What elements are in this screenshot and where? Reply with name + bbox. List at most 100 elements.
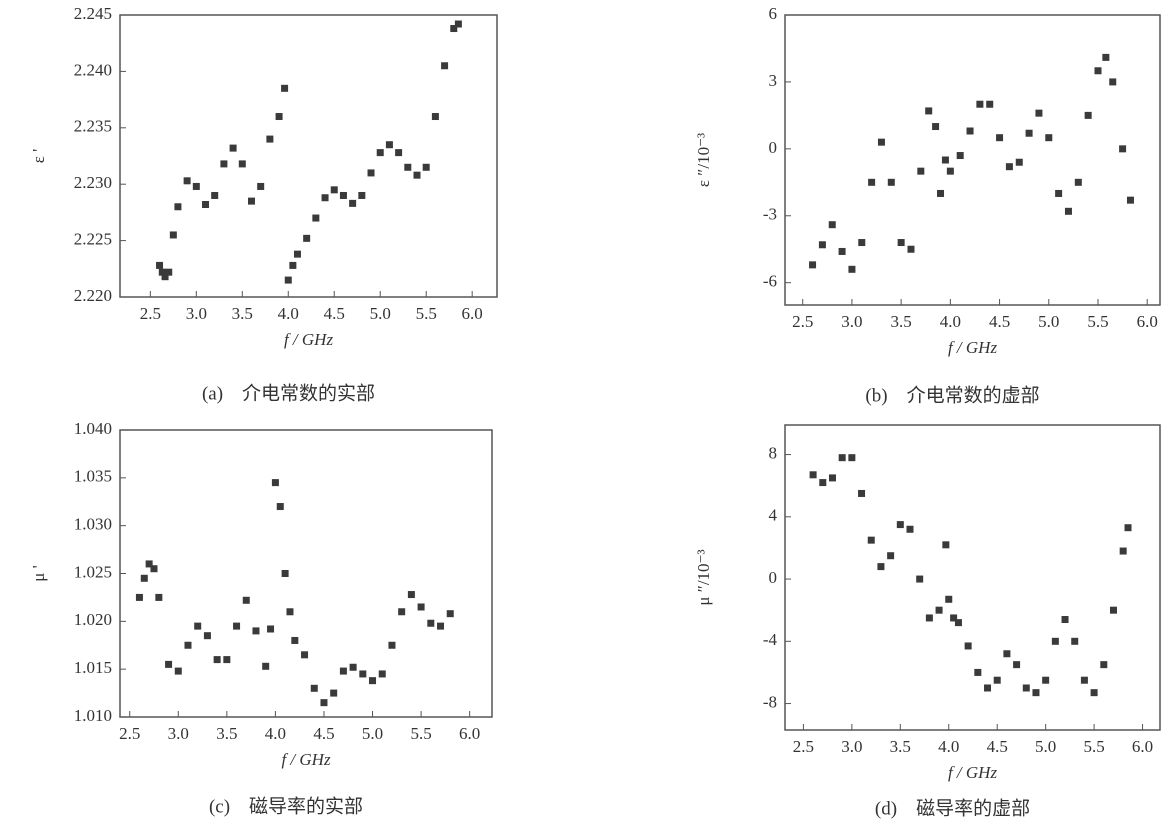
marker: [925, 107, 933, 115]
y-tick-label: 2.245: [74, 4, 112, 23]
marker: [275, 113, 283, 121]
marker: [165, 268, 173, 276]
marker: [941, 156, 949, 164]
marker: [906, 525, 914, 533]
marker: [925, 614, 933, 622]
marker: [135, 593, 143, 601]
marker: [312, 214, 320, 222]
marker: [184, 641, 192, 649]
marker: [1005, 163, 1013, 171]
marker: [1119, 547, 1127, 555]
marker: [1080, 676, 1088, 684]
x-tick-label: 6.0: [1137, 312, 1158, 331]
marker: [1126, 196, 1134, 204]
marker: [1061, 616, 1069, 624]
x-tick-label: 3.0: [168, 724, 189, 743]
marker: [404, 163, 412, 171]
marker: [984, 684, 992, 692]
marker: [229, 144, 237, 152]
y-tick-label: 0: [769, 138, 778, 157]
marker: [140, 574, 148, 582]
marker: [155, 593, 163, 601]
marker: [169, 231, 177, 239]
marker: [1094, 67, 1102, 75]
y-tick-label: 6: [769, 4, 778, 23]
y-tick-label: 4: [769, 506, 778, 525]
marker: [310, 684, 318, 692]
marker: [358, 191, 366, 199]
marker: [349, 199, 357, 207]
marker: [291, 636, 299, 644]
marker: [359, 670, 367, 678]
marker: [942, 541, 950, 549]
marker: [993, 676, 1001, 684]
caption: (d) 磁导率的虚部: [875, 797, 1030, 819]
x-tick-label: 3.0: [841, 737, 862, 756]
y-tick-label: 1.025: [74, 562, 112, 581]
x-tick-label: 3.5: [890, 737, 911, 756]
x-tick-label: 4.0: [938, 737, 959, 756]
marker: [1022, 684, 1030, 692]
x-tick-label: 4.0: [278, 304, 299, 323]
marker: [848, 265, 856, 273]
marker: [964, 642, 972, 650]
x-tick-label: 6.0: [1132, 737, 1153, 756]
marker: [986, 100, 994, 108]
marker: [1064, 207, 1072, 215]
marker: [257, 182, 265, 190]
y-tick-label: 2.220: [74, 286, 112, 305]
marker: [276, 503, 284, 511]
marker: [1042, 676, 1050, 684]
marker: [398, 608, 406, 616]
marker: [858, 239, 866, 247]
marker: [917, 167, 925, 175]
marker: [431, 113, 439, 121]
x-tick-label: 2.5: [792, 312, 813, 331]
marker: [422, 163, 430, 171]
y-tick-label: -3: [763, 205, 777, 224]
y-tick-label: -6: [763, 272, 777, 291]
marker: [950, 614, 958, 622]
y-tick-label: 1.010: [74, 706, 112, 725]
y-axis-label: μ ': [29, 565, 48, 581]
x-tick-label: 5.0: [1035, 737, 1056, 756]
y-axis-label: ε ″/10⁻³: [694, 133, 713, 187]
x-tick-label: 5.0: [1038, 312, 1059, 331]
y-tick-label: 2.230: [74, 173, 112, 192]
x-tick-label: 2.5: [119, 724, 140, 743]
y-tick-label: 1.015: [74, 658, 112, 677]
marker: [220, 160, 228, 168]
marker: [945, 595, 953, 603]
marker: [395, 149, 403, 157]
marker: [161, 273, 169, 281]
y-axis-label: μ ″/10⁻³: [694, 549, 713, 605]
x-axis-label: f / GHz: [284, 330, 334, 349]
marker: [223, 656, 231, 664]
caption: (a) 介电常数的实部: [202, 382, 375, 404]
x-tick-label: 5.5: [1087, 312, 1108, 331]
marker: [1045, 134, 1053, 142]
marker: [367, 169, 375, 177]
x-tick-label: 3.5: [232, 304, 253, 323]
x-tick-label: 6.0: [462, 304, 483, 323]
marker: [838, 247, 846, 255]
marker: [303, 234, 311, 242]
marker: [1100, 661, 1108, 669]
marker: [145, 560, 153, 568]
marker: [838, 454, 846, 462]
marker: [271, 479, 279, 487]
marker: [828, 221, 836, 229]
x-tick-label: 5.5: [416, 304, 437, 323]
marker: [194, 622, 202, 630]
marker: [437, 622, 445, 630]
x-tick-label: 2.5: [793, 737, 814, 756]
marker: [446, 610, 454, 618]
marker: [1071, 637, 1079, 645]
marker: [242, 596, 250, 604]
marker: [809, 471, 817, 479]
marker: [427, 619, 435, 627]
marker: [1090, 689, 1098, 697]
y-tick-label: 2.235: [74, 117, 112, 136]
x-tick-label: 4.0: [265, 724, 286, 743]
marker: [262, 662, 270, 670]
